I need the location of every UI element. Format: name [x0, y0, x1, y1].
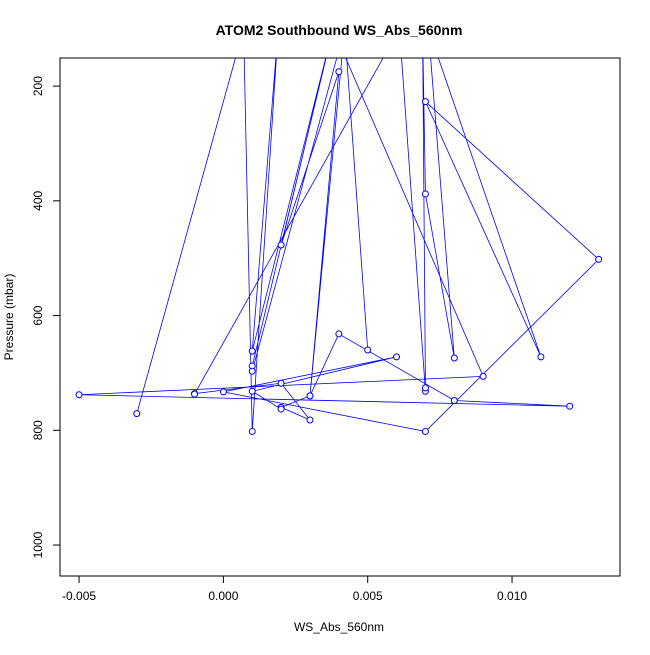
data-point — [421, 98, 429, 106]
data-point — [219, 388, 227, 396]
data-point — [421, 384, 429, 392]
data-point — [75, 391, 83, 399]
data-point — [277, 379, 285, 387]
data-point — [277, 405, 285, 413]
y-tick-label: 1000 — [31, 531, 45, 558]
data-point — [335, 68, 343, 76]
data-point — [335, 330, 343, 338]
data-point — [479, 372, 487, 380]
y-tick-label: 200 — [31, 76, 45, 96]
data-point — [306, 392, 314, 400]
y-tick-label: 600 — [31, 305, 45, 325]
y-tick-label: 800 — [31, 420, 45, 440]
data-point — [595, 255, 603, 263]
data-point — [393, 353, 401, 361]
data-point — [248, 427, 256, 435]
data-point — [450, 354, 458, 362]
y-tick-label: 400 — [31, 191, 45, 211]
data-point — [364, 346, 372, 354]
data-point — [421, 427, 429, 435]
data-point — [306, 416, 314, 424]
data-point — [191, 390, 199, 398]
data-point — [248, 387, 256, 395]
x-axis-label: WS_Abs_560nm — [294, 620, 384, 634]
chart-title: ATOM2 Southbound WS_Abs_560nm — [216, 22, 463, 38]
data-point — [277, 241, 285, 249]
plot-area — [75, 58, 603, 435]
data-point — [450, 396, 458, 404]
data-point — [133, 410, 141, 418]
x-tick-label: -0.005 — [62, 589, 96, 603]
y-axis-label: Pressure (mbar) — [2, 274, 16, 361]
x-tick-label: 0.005 — [353, 589, 383, 603]
plot-frame — [59, 57, 621, 577]
data-point — [566, 402, 574, 410]
data-point — [421, 190, 429, 198]
data-point — [248, 367, 256, 375]
data-point — [537, 353, 545, 361]
x-tick-label: 0.010 — [497, 589, 527, 603]
data-point — [248, 347, 256, 355]
x-tick-label: 0.000 — [208, 589, 238, 603]
